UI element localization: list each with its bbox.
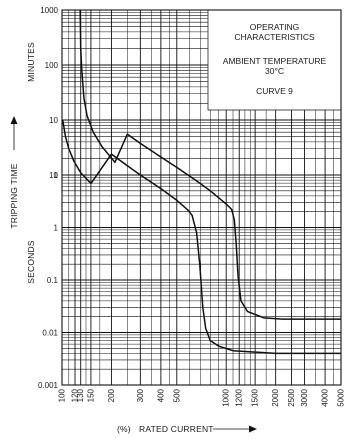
y-tick-label: 100 (45, 61, 59, 70)
y-tick-label: 10 (49, 171, 58, 180)
y-axis-title: TRIPPING TIME (9, 163, 19, 228)
chart-title: OPERATING CHARACTERISTICS (234, 22, 315, 42)
x-tick-label: 4000 (321, 388, 330, 406)
y-tick-label: 1 (54, 171, 59, 180)
chart-title-line: OPERATING (250, 22, 299, 32)
x-axis-unit-label: (%) (117, 424, 131, 434)
x-axis-title: RATED CURRENT (139, 424, 214, 434)
x-tick-label: 2500 (287, 388, 296, 406)
x-tick-label: 400 (156, 388, 165, 402)
x-axis-title-arrow (249, 425, 257, 433)
y-axis-label-minutes: MINUTES (26, 42, 36, 82)
x-tick-label: 200 (107, 388, 116, 402)
x-tick-label: 120 (71, 388, 80, 402)
plot-frame (61, 9, 342, 386)
chart-subtitle-line-1: AMBIENT TEMPERATURE (223, 56, 327, 66)
legend-box (207, 9, 342, 111)
y-tick-label: 1000 (40, 6, 58, 15)
y-tick-label: 0.01 (42, 329, 58, 338)
curves (61, 9, 341, 355)
chart-subtitle-line-3: CURVE 9 (256, 86, 293, 96)
y-tick-label: 1 (54, 224, 59, 233)
x-tick-label: 500 (172, 388, 181, 402)
x-tick-label: 300 (136, 388, 145, 402)
x-tick-label: 100 (58, 388, 67, 402)
y-tick-label: 10 (49, 116, 58, 125)
chart-subtitle-line-2: 30°C (265, 66, 284, 76)
y-tick-label: 0.001 (38, 381, 59, 390)
x-tick-label: 130 (76, 388, 85, 402)
y-axis-label-seconds: SECONDS (26, 240, 36, 284)
x-tick-label: 150 (86, 388, 95, 402)
x-tick-label: 2000 (271, 388, 280, 406)
tripping-curve-upper (79, 9, 341, 320)
y-axis-title-arrow (10, 116, 18, 124)
tripping-curve-lower (61, 119, 341, 355)
x-tick-label: 1500 (251, 388, 260, 406)
x-tick-label: 1200 (235, 388, 244, 406)
x-tick-label: 1000 (222, 388, 231, 406)
chart-title-line: CHARACTERISTICS (234, 32, 315, 42)
x-tick-label: 3000 (300, 388, 309, 406)
x-tick-label: 5000 (337, 388, 346, 406)
y-tick-label: 0.1 (47, 276, 59, 285)
